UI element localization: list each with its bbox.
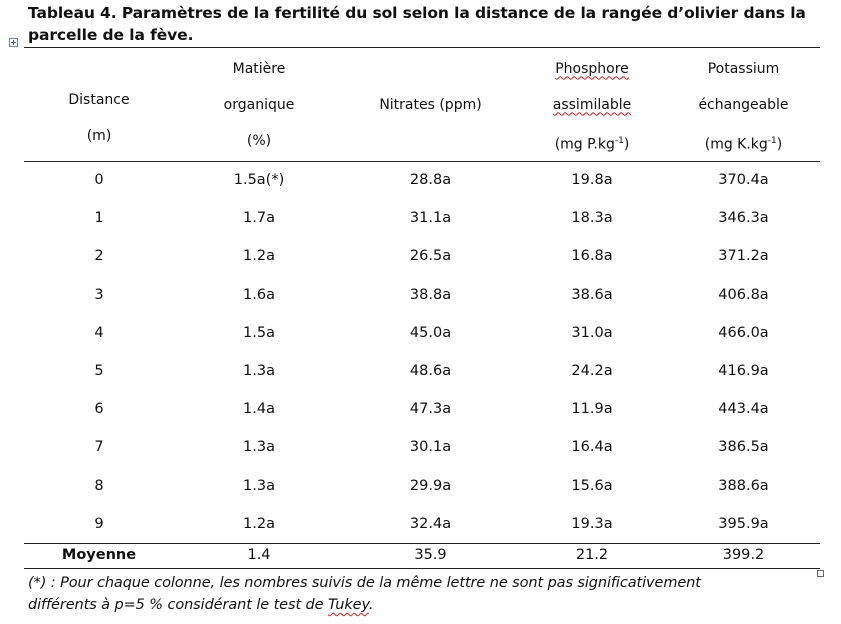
cell-phosphore: 38.6a bbox=[571, 286, 613, 303]
header-matiere: Matière organique (%) bbox=[174, 48, 344, 161]
table-row: 9 1.2a 32.4a 19.3a 395.9a bbox=[24, 505, 820, 543]
header-potassium-line3: (mg K.kg-1) bbox=[704, 135, 783, 153]
cell-matiere: 1.7a bbox=[243, 210, 275, 227]
footnote-line-1: (*) : Pour chaque colonne, les nombres s… bbox=[28, 575, 701, 591]
table-row: 0 1.5a(*) 28.8a 19.8a 370.4a bbox=[24, 161, 820, 199]
cell-distance: 9 bbox=[94, 515, 104, 532]
mean-potassium: 399.2 bbox=[722, 546, 765, 563]
cell-matiere: 1.4a bbox=[243, 401, 275, 418]
cell-nitrates: 28.8a bbox=[409, 172, 452, 189]
cell-distance: 1 bbox=[94, 210, 104, 227]
header-potassium: Potassium échangeable (mg K.kg-1) bbox=[667, 48, 820, 161]
cell-potassium: 371.2a bbox=[718, 248, 769, 265]
cell-nitrates: 30.1a bbox=[409, 439, 452, 456]
cell-matiere: 1.3a bbox=[243, 477, 275, 494]
table-caption: Tableau 4. Paramètres de la fertilité du… bbox=[28, 2, 828, 46]
cell-matiere: 1.5a(*) bbox=[233, 172, 285, 189]
mean-label: Moyenne bbox=[61, 546, 137, 563]
mean-matiere: 1.4 bbox=[247, 546, 271, 563]
cell-potassium: 466.0a bbox=[718, 324, 769, 341]
table-mean-rule bbox=[24, 543, 820, 544]
cell-distance: 8 bbox=[94, 477, 104, 494]
cell-distance: 3 bbox=[94, 286, 104, 303]
header-matiere-line2: organique bbox=[223, 96, 295, 113]
table-row: 8 1.3a 29.9a 15.6a 388.6a bbox=[24, 467, 820, 505]
table-bottom-rule bbox=[24, 568, 820, 569]
header-distance-line2: (m) bbox=[86, 127, 112, 144]
table-row: 1 1.7a 31.1a 18.3a 346.3a bbox=[24, 199, 820, 237]
table-row: 5 1.3a 48.6a 24.2a 416.9a bbox=[24, 352, 820, 390]
table-footnote: (*) : Pour chaque colonne, les nombres s… bbox=[28, 572, 828, 616]
mean-nitrates: 35.9 bbox=[414, 546, 447, 563]
cell-distance: 6 bbox=[94, 401, 104, 418]
cell-potassium: 416.9a bbox=[718, 363, 769, 380]
resize-handle-icon[interactable] bbox=[817, 570, 824, 577]
cell-nitrates: 32.4a bbox=[409, 515, 452, 532]
cell-nitrates: 47.3a bbox=[409, 401, 452, 418]
header-potassium-line2: échangeable bbox=[698, 96, 789, 113]
cell-phosphore: 16.4a bbox=[571, 439, 613, 456]
cell-matiere: 1.5a bbox=[243, 324, 275, 341]
cell-distance: 5 bbox=[94, 363, 104, 380]
header-phosphore: Phosphore assimilable (mg P.kg-1) bbox=[517, 48, 667, 161]
cell-nitrates: 26.5a bbox=[409, 248, 452, 265]
footnote-line-2: différents à p=5 % considérant le test d… bbox=[28, 597, 374, 613]
cell-phosphore: 15.6a bbox=[571, 477, 613, 494]
cell-nitrates: 31.1a bbox=[409, 210, 452, 227]
cell-potassium: 370.4a bbox=[718, 172, 769, 189]
cell-nitrates: 29.9a bbox=[409, 477, 452, 494]
move-handle-icon[interactable] bbox=[9, 38, 18, 47]
cell-distance: 0 bbox=[94, 172, 104, 189]
header-potassium-line1: Potassium bbox=[707, 60, 780, 77]
header-matiere-line3: (%) bbox=[246, 132, 272, 149]
table-row: 6 1.4a 47.3a 11.9a 443.4a bbox=[24, 390, 820, 428]
cell-matiere: 1.2a bbox=[243, 248, 275, 265]
cell-phosphore: 19.8a bbox=[571, 172, 613, 189]
header-phosphore-line3: (mg P.kg-1) bbox=[554, 135, 630, 153]
table-row: 3 1.6a 38.8a 38.6a 406.8a bbox=[24, 276, 820, 314]
cell-potassium: 388.6a bbox=[718, 477, 769, 494]
caption-line-2: parcelle de la fève. bbox=[28, 26, 194, 44]
header-row: Distance (m) Matière organique (%) Nitra… bbox=[24, 48, 820, 161]
table-row: 4 1.5a 45.0a 31.0a 466.0a bbox=[24, 314, 820, 352]
header-nitrates-label: Nitrates (ppm) bbox=[379, 96, 482, 113]
mean-phosphore: 21.2 bbox=[575, 546, 609, 563]
cell-matiere: 1.3a bbox=[243, 439, 275, 456]
table-top-rule bbox=[24, 47, 820, 48]
cell-phosphore: 31.0a bbox=[571, 324, 613, 341]
header-nitrates: Nitrates (ppm) bbox=[344, 48, 517, 161]
cell-phosphore: 11.9a bbox=[571, 401, 613, 418]
header-phosphore-line1: Phosphore bbox=[555, 60, 629, 77]
table-row: 2 1.2a 26.5a 16.8a 371.2a bbox=[24, 237, 820, 275]
caption-line-1: Tableau 4. Paramètres de la fertilité du… bbox=[28, 4, 806, 22]
cell-matiere: 1.6a bbox=[243, 286, 275, 303]
table-row: 7 1.3a 30.1a 16.4a 386.5a bbox=[24, 428, 820, 466]
cell-potassium: 395.9a bbox=[718, 515, 769, 532]
cell-potassium: 346.3a bbox=[718, 210, 769, 227]
cell-distance: 2 bbox=[94, 248, 104, 265]
cell-nitrates: 45.0a bbox=[409, 324, 452, 341]
table-header-rule bbox=[24, 161, 820, 162]
cell-nitrates: 48.6a bbox=[409, 363, 452, 380]
cell-phosphore: 24.2a bbox=[571, 363, 613, 380]
header-matiere-line1: Matière bbox=[232, 60, 286, 77]
fertility-table: Distance (m) Matière organique (%) Nitra… bbox=[24, 48, 820, 567]
cell-phosphore: 18.3a bbox=[571, 210, 613, 227]
footnote-tukey: Tukey bbox=[327, 597, 369, 613]
cell-distance: 7 bbox=[94, 439, 104, 456]
mean-row: Moyenne 1.4 35.9 21.2 399.2 bbox=[24, 543, 820, 567]
header-distance-line1: Distance bbox=[68, 91, 130, 108]
header-phosphore-line2: assimilable bbox=[552, 96, 632, 113]
cell-nitrates: 38.8a bbox=[409, 286, 452, 303]
header-distance: Distance (m) bbox=[24, 48, 174, 161]
cell-potassium: 443.4a bbox=[718, 401, 769, 418]
cell-potassium: 386.5a bbox=[718, 439, 769, 456]
cell-potassium: 406.8a bbox=[718, 286, 769, 303]
cell-phosphore: 16.8a bbox=[571, 248, 613, 265]
cell-matiere: 1.2a bbox=[243, 515, 275, 532]
cell-phosphore: 19.3a bbox=[571, 515, 613, 532]
cell-matiere: 1.3a bbox=[243, 363, 275, 380]
cell-distance: 4 bbox=[94, 324, 104, 341]
